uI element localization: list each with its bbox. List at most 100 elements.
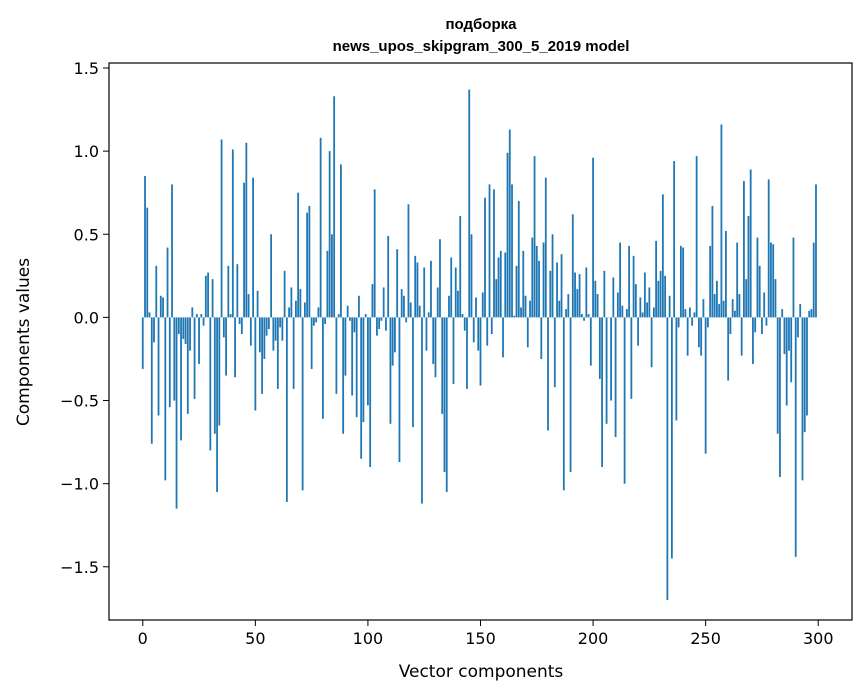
bar-component-259 (725, 230, 727, 318)
bar-component-78 (317, 307, 320, 318)
bar-component-79 (319, 137, 322, 318)
bar-component-283 (779, 317, 781, 478)
bar-component-298 (812, 242, 815, 318)
bar-component-292 (799, 304, 802, 318)
bar-component-254 (713, 294, 716, 318)
bar-component-251 (707, 317, 709, 328)
bar-component-216 (628, 245, 630, 318)
bar-component-87 (337, 314, 340, 318)
bar-component-74 (308, 205, 311, 318)
bar-component-150 (479, 317, 482, 386)
bar-component-93 (351, 317, 354, 396)
bar-component-135 (445, 317, 448, 492)
bar-component-265 (738, 294, 741, 318)
bar-component-72 (303, 302, 306, 318)
bar-component-179 (544, 177, 547, 318)
bar-component-184 (556, 262, 558, 318)
bar-component-111 (391, 317, 394, 366)
bar-component-208 (610, 317, 612, 401)
bar-component-229 (657, 280, 660, 318)
bar-component-121 (414, 255, 417, 318)
bar-component-226 (650, 317, 653, 368)
bar-component-103 (373, 189, 376, 318)
bar-component-197 (585, 267, 588, 318)
bar-component-52 (258, 317, 261, 353)
bar-component-20 (186, 317, 189, 414)
bar-component-269 (747, 215, 750, 318)
bar-component-241 (684, 309, 687, 318)
bar-component-284 (781, 309, 784, 318)
bar-component-26 (200, 314, 203, 318)
bar-component-231 (661, 194, 664, 318)
bar-component-182 (551, 234, 554, 318)
bar-component-205 (603, 270, 606, 318)
bar-component-190 (569, 317, 572, 473)
bar-component-256 (718, 304, 721, 318)
bar-component-295 (806, 317, 808, 416)
bar-component-285 (783, 317, 786, 354)
bar-component-273 (756, 237, 759, 318)
bar-component-106 (380, 317, 383, 321)
bar-component-169 (522, 250, 525, 318)
y-tick-label: −1.5 (60, 558, 99, 577)
bar-component-223 (643, 272, 646, 318)
bar-component-146 (470, 234, 473, 318)
bar-component-100 (367, 317, 369, 406)
x-tick-label: 0 (138, 629, 148, 648)
bar-component-148 (475, 297, 477, 318)
bar-component-14 (173, 317, 176, 401)
bar-series (141, 89, 817, 601)
bar-component-164 (511, 184, 513, 318)
bar-component-187 (562, 317, 565, 491)
bar-component-56 (267, 317, 270, 330)
bar-component-274 (758, 265, 761, 318)
y-tick-label: −0.5 (60, 392, 99, 411)
bar-component-49 (252, 177, 254, 318)
bar-component-97 (360, 317, 363, 459)
bar-component-297 (810, 309, 813, 318)
x-tick-label: 200 (578, 629, 609, 648)
bar-component-209 (612, 277, 615, 318)
chart-title-line-1: подборка (446, 16, 518, 33)
bar-component-160 (502, 317, 504, 358)
bar-component-282 (776, 317, 779, 434)
bar-component-86 (335, 317, 338, 394)
bar-component-213 (621, 305, 624, 318)
bar-component-54 (263, 317, 266, 359)
bar-component-131 (436, 287, 439, 318)
bar-component-88 (340, 164, 342, 318)
bar-component-107 (382, 287, 385, 318)
bar-component-25 (198, 317, 200, 364)
bar-component-27 (202, 317, 205, 326)
bar-component-221 (639, 297, 642, 318)
x-axis-label: Vector components (399, 662, 564, 682)
bar-component-247 (698, 317, 700, 348)
bar-component-66 (290, 287, 293, 318)
bar-component-238 (677, 317, 680, 328)
bar-component-45 (243, 182, 245, 318)
bar-component-47 (247, 294, 250, 318)
bar-component-181 (549, 270, 552, 318)
bar-component-15 (175, 317, 178, 509)
bar-component-236 (673, 161, 676, 318)
bar-component-252 (709, 245, 712, 318)
bar-component-21 (189, 317, 191, 351)
bar-component-289 (792, 237, 795, 318)
bar-component-245 (693, 312, 696, 318)
bar-component-149 (477, 317, 480, 351)
y-tick-label: −1.0 (60, 475, 99, 494)
bar-component-152 (484, 197, 486, 318)
bar-component-185 (558, 300, 561, 318)
bar-component-290 (794, 317, 797, 557)
bar-component-144 (466, 317, 468, 389)
bar-component-174 (533, 156, 536, 318)
bar-component-36 (222, 317, 225, 338)
bar-component-249 (702, 299, 705, 318)
bar-component-90 (344, 317, 347, 376)
bar-component-39 (229, 314, 232, 318)
bar-component-37 (225, 317, 227, 376)
bar-component-75 (310, 317, 313, 369)
bar-component-264 (736, 242, 739, 318)
bar-component-239 (679, 245, 682, 318)
